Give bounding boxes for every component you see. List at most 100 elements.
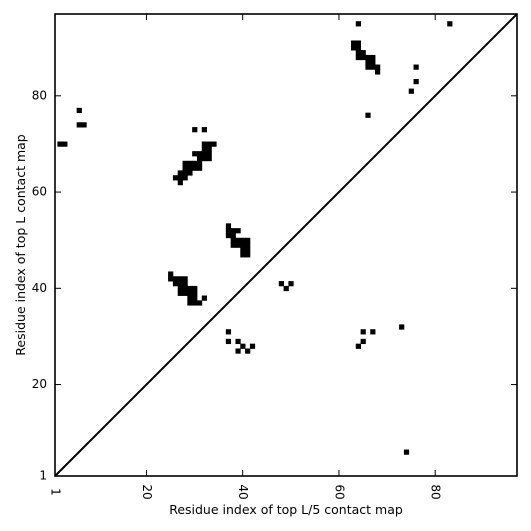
- contact-cell-top-l: [81, 122, 87, 128]
- contact-cell-top-l: [76, 122, 82, 128]
- y-tick-label: 80: [32, 88, 47, 102]
- contact-cell-top-l: [240, 242, 246, 248]
- contact-cell-top-l: [350, 40, 357, 46]
- contact-cell-top-l: [206, 155, 212, 162]
- contact-cell-top-l5: [370, 329, 376, 335]
- contact-cell-top-l: [192, 165, 198, 171]
- contact-cell-top-l5: [187, 290, 193, 296]
- contact-cell-top-l5: [240, 343, 246, 349]
- contact-cell-top-l5: [360, 338, 366, 345]
- contact-cell-top-l5: [177, 276, 183, 282]
- contact-cells: [57, 21, 453, 455]
- contact-cell-top-l: [182, 165, 188, 171]
- contact-cell-top-l: [196, 151, 203, 157]
- contact-cell-top-l5: [182, 290, 188, 296]
- contact-cell-top-l: [187, 170, 193, 176]
- contact-cell-top-l: [355, 40, 361, 46]
- contact-cell-top-l5: [187, 285, 193, 292]
- contact-cell-top-l5: [399, 324, 405, 330]
- contact-cell-top-l: [245, 237, 251, 243]
- contact-cell-top-l: [370, 54, 376, 61]
- contact-cell-top-l5: [177, 285, 183, 292]
- contact-cell-top-l5: [168, 276, 174, 282]
- contact-cell-top-l: [211, 141, 217, 147]
- contact-cell-top-l5: [278, 281, 284, 287]
- contact-cell-top-l5: [182, 276, 188, 282]
- y-tick-label: 20: [32, 377, 47, 391]
- contact-cell-top-l: [355, 54, 361, 61]
- contact-cell-top-l5: [192, 295, 198, 301]
- tick-marks: [54, 14, 517, 477]
- contact-cell-top-l5: [172, 281, 179, 287]
- contact-cell-top-l: [201, 146, 207, 152]
- x-tick-label: 40: [236, 484, 250, 499]
- contact-cell-top-l: [370, 59, 376, 65]
- contact-cell-top-l: [172, 175, 179, 181]
- contact-cell-top-l5: [403, 449, 410, 455]
- contact-cell-top-l5: [182, 281, 188, 287]
- contact-cell-top-l: [225, 232, 232, 239]
- contact-cell-top-l: [206, 151, 212, 157]
- contact-cell-top-l5: [177, 281, 183, 287]
- contact-cell-top-l: [201, 155, 207, 162]
- contact-cell-top-l: [365, 59, 371, 65]
- contact-cell-top-l: [62, 141, 68, 147]
- x-tick-label: 1: [49, 488, 63, 496]
- contact-cell-top-l: [177, 170, 183, 176]
- contact-cell-top-l: [408, 88, 414, 94]
- contact-cell-top-l: [230, 242, 236, 248]
- x-tick-label: 20: [140, 484, 154, 499]
- contact-cell-top-l5: [235, 348, 241, 354]
- contact-cell-top-l: [182, 170, 188, 176]
- contact-cell-top-l: [230, 228, 236, 234]
- contact-cell-top-l: [57, 141, 63, 147]
- contact-cell-top-l: [370, 64, 376, 70]
- contact-cell-top-l: [196, 160, 203, 166]
- contact-cell-top-l5: [187, 295, 193, 301]
- y-tick-label: 60: [32, 185, 47, 199]
- contact-cell-top-l: [76, 107, 82, 114]
- contact-cell-top-l: [365, 112, 371, 118]
- contact-cell-top-l5: [249, 343, 256, 349]
- contact-cell-top-l: [355, 45, 361, 51]
- contact-cell-top-l: [447, 21, 453, 27]
- contact-cell-top-l: [225, 223, 232, 229]
- contact-cell-top-l: [177, 175, 183, 181]
- tick-labels: 1 20 40 60 80 1 20 40 60 80: [32, 88, 443, 499]
- contact-cell-top-l: [201, 151, 207, 157]
- contact-cell-top-l: [225, 228, 232, 234]
- contact-cell-top-l: [350, 45, 357, 51]
- contact-cell-top-l5: [168, 271, 174, 277]
- contact-cell-top-l: [187, 160, 193, 166]
- contact-cell-top-l: [206, 141, 212, 147]
- y-axis-label: Residue index of top L contact map: [13, 134, 28, 355]
- contact-cell-top-l5: [172, 276, 179, 282]
- x-tick-label: 60: [332, 484, 346, 499]
- contact-cell-top-l: [192, 151, 198, 157]
- contact-cell-top-l5: [177, 290, 183, 296]
- x-axis-label: Residue index of top L/5 contact map: [169, 502, 403, 517]
- contact-cell-top-l: [201, 127, 207, 133]
- contact-cell-top-l: [360, 50, 366, 56]
- contact-cell-top-l5: [192, 285, 198, 292]
- contact-cell-top-l: [201, 141, 207, 147]
- x-tick-label: 80: [429, 484, 443, 499]
- contact-cell-top-l: [192, 127, 198, 133]
- contact-cell-top-l: [230, 232, 236, 239]
- contact-cell-top-l5: [192, 300, 198, 306]
- contact-cell-top-l5: [187, 300, 193, 306]
- contact-cell-top-l5: [360, 329, 366, 335]
- contact-cell-top-l: [240, 252, 246, 258]
- contact-cell-top-l: [235, 237, 241, 243]
- contact-cell-top-l: [245, 252, 251, 258]
- contact-cell-top-l: [355, 50, 361, 56]
- contact-cell-top-l5: [355, 343, 361, 349]
- contact-cell-top-l: [177, 180, 183, 186]
- contact-cell-top-l5: [201, 295, 207, 301]
- contact-cell-top-l: [365, 54, 371, 61]
- contact-cell-top-l: [196, 165, 203, 171]
- contact-cell-top-l5: [235, 338, 241, 345]
- contact-cell-top-l: [365, 64, 371, 70]
- contact-cell-top-l: [240, 247, 246, 253]
